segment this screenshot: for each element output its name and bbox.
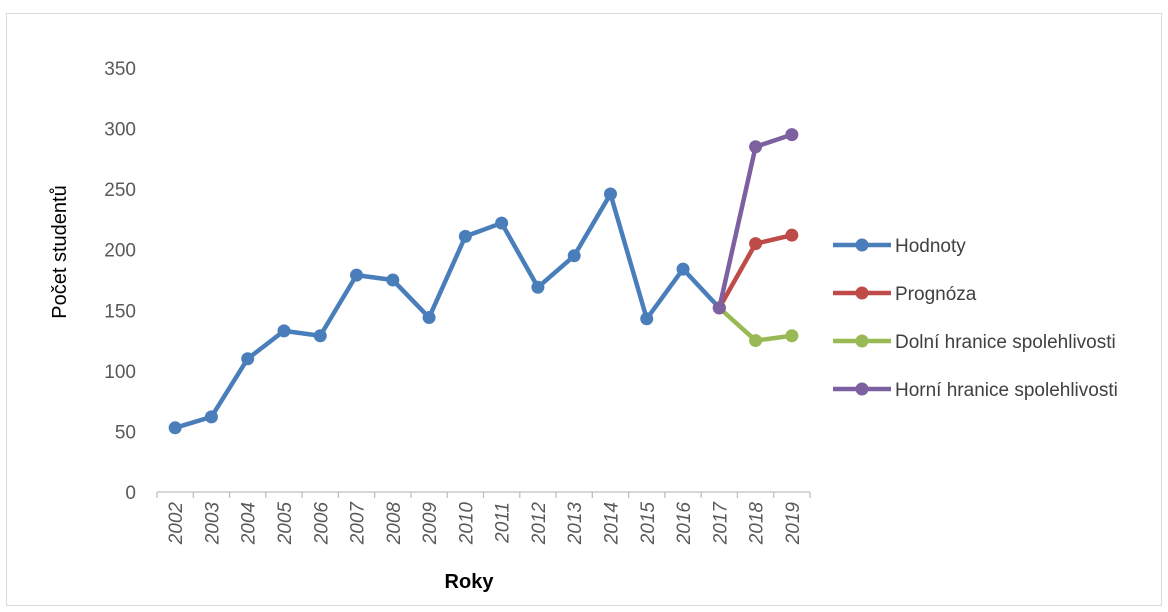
legend-label: Horní hranice spolehlivosti [895,380,1118,401]
chart-border [6,13,1162,606]
data-point [749,237,763,251]
data-point [640,312,654,326]
y-tick-label: 100 [104,362,136,383]
data-point [603,187,617,201]
data-point [676,262,690,276]
x-tick-label: 2010 [456,502,477,546]
x-tick-label: 2007 [348,501,369,546]
x-tick-label: 2018 [747,502,768,546]
data-point [567,249,581,263]
x-tick-label: 2013 [565,502,586,546]
legend-marker [855,286,869,300]
x-tick-label: 2014 [601,502,622,545]
series-line [172,191,722,431]
data-point [749,140,763,154]
x-tick-label: 2002 [166,502,187,546]
data-point [313,329,327,343]
data-point [241,352,255,366]
y-tick-label: 250 [104,180,136,201]
x-tick-label: 2003 [202,502,223,546]
x-tick-label: 2004 [239,502,260,545]
x-axis-title: Roky [445,571,495,593]
data-point [204,410,218,424]
y-tick-label: 300 [104,120,136,141]
data-point [785,329,799,343]
x-tick-label: 2009 [420,502,441,546]
x-tick-label: 2015 [638,502,659,546]
data-point [749,334,763,348]
x-tick-label: 2016 [674,502,695,546]
data-point [386,273,400,287]
y-axis-ticks: 0 50 100 150 200 250 300 350 [104,59,136,504]
y-tick-label: 200 [104,241,136,262]
legend-marker [855,382,869,396]
legend-label: Dolní hranice spolehlivosti [895,332,1116,353]
y-tick-label: 50 [115,422,136,443]
x-tick-label: 2006 [311,502,332,546]
y-axis-title: Počet studentů [49,185,71,318]
data-point [785,228,799,242]
x-tick-label: 2019 [783,502,804,546]
legend: Hodnoty Prognóza Dolní hranice spolehlivos… [833,236,1118,401]
x-tick-label: 2005 [275,502,296,546]
series-points [168,128,799,435]
data-point [531,280,545,294]
y-tick-label: 0 [125,483,136,504]
data-point [785,128,799,142]
x-tick-label: 2012 [529,502,550,546]
legend-marker [855,334,869,348]
data-point [712,301,726,315]
data-point [350,268,364,282]
y-tick-label: 150 [104,301,136,322]
legend-marker [855,238,869,252]
x-axis-tickmarks [156,492,811,498]
data-point [495,216,509,230]
x-axis-ticks: 2002 2003 2004 2005 2006 2007 2008 2009 2010 2011… [166,501,804,546]
x-tick-label: 2011 [493,502,514,544]
data-point [422,311,436,325]
legend-label: Prognóza [895,284,977,305]
x-tick-label: 2017 [710,501,731,546]
data-point [277,324,291,338]
x-tick-label: 2008 [384,502,405,546]
y-tick-label: 350 [104,59,136,80]
data-point [458,229,472,243]
legend-label: Hodnoty [895,236,966,257]
data-point [168,421,182,435]
